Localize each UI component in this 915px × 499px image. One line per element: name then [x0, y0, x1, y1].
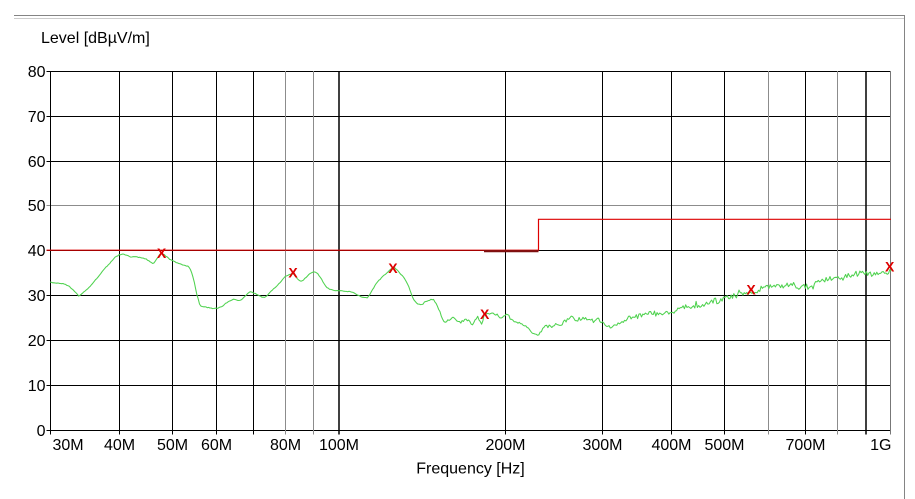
- svg-text:X: X: [746, 282, 756, 298]
- svg-text:60: 60: [28, 154, 46, 171]
- svg-text:X: X: [157, 245, 167, 261]
- svg-text:60M: 60M: [201, 437, 232, 454]
- svg-text:0: 0: [37, 423, 46, 440]
- svg-text:500M: 500M: [704, 437, 744, 454]
- svg-text:1G: 1G: [870, 437, 891, 454]
- svg-text:200M: 200M: [485, 437, 525, 454]
- svg-text:700M: 700M: [785, 437, 825, 454]
- svg-text:400M: 400M: [651, 437, 691, 454]
- svg-text:Level [dBµV/m]: Level [dBµV/m]: [41, 30, 150, 47]
- svg-text:70: 70: [28, 109, 46, 126]
- svg-text:300M: 300M: [582, 437, 622, 454]
- svg-text:40M: 40M: [104, 437, 135, 454]
- svg-text:X: X: [885, 259, 895, 275]
- svg-text:Frequency [Hz]: Frequency [Hz]: [416, 461, 524, 478]
- svg-text:10: 10: [28, 378, 46, 395]
- svg-text:80: 80: [28, 64, 46, 81]
- svg-text:40: 40: [28, 243, 46, 260]
- svg-text:X: X: [388, 260, 398, 276]
- svg-text:50M: 50M: [157, 437, 188, 454]
- svg-text:50: 50: [28, 198, 46, 215]
- svg-text:20: 20: [28, 333, 46, 350]
- svg-text:X: X: [480, 306, 490, 322]
- svg-text:30: 30: [28, 288, 46, 305]
- svg-text:100M: 100M: [319, 437, 359, 454]
- svg-text:X: X: [288, 264, 298, 280]
- svg-text:80M: 80M: [270, 437, 301, 454]
- svg-text:30M: 30M: [53, 437, 84, 454]
